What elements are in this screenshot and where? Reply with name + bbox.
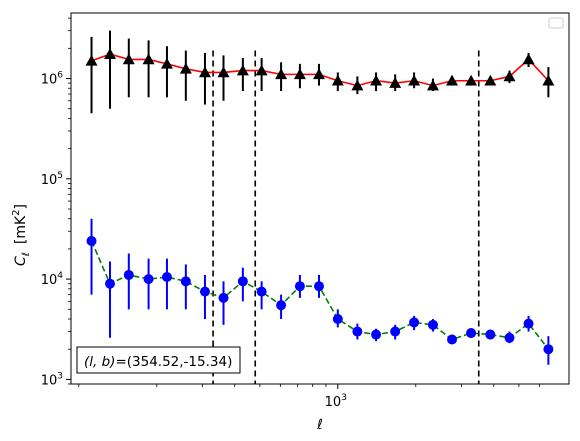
data-point-triangle [160, 57, 173, 69]
axis-ticks: 103 104 105 106 103 [41, 17, 540, 410]
svg-text:(l, b)=(354.52,-15.34): (l, b)=(354.52,-15.34) [84, 354, 232, 370]
data-point-circle [105, 278, 116, 289]
data-point-triangle [275, 68, 288, 80]
data-point-triangle [293, 68, 306, 80]
data-point-circle [485, 329, 496, 340]
data-point-circle [543, 344, 554, 355]
plot-frame-border [70, 12, 570, 385]
data-point-triangle [389, 77, 402, 88]
data-point-triangle [85, 54, 98, 66]
y-axis-unit-sup: 2 [11, 209, 22, 215]
data-point-circle [523, 318, 534, 329]
data-point-circle [466, 328, 477, 339]
data-point-triangle [179, 62, 192, 74]
y-axis-unit-post: ] [13, 204, 29, 209]
data-point-circle [332, 314, 343, 325]
plot-area [71, 13, 569, 384]
data-point-circle [199, 286, 210, 297]
data-point-circle [294, 281, 305, 292]
annotation-prefix: (l, b) [84, 354, 115, 370]
data-point-circle [161, 271, 172, 282]
data-point-triangle [122, 53, 135, 65]
data-point-circle [371, 329, 382, 340]
x-axis-label: ℓ [316, 417, 323, 433]
annotation-box: (l, b)=(354.52,-15.34) [76, 346, 241, 374]
y-tick-label: 106 [41, 71, 64, 88]
data-point-triangle [351, 79, 364, 91]
data-point-triangle [198, 66, 211, 78]
legend-box [548, 17, 564, 29]
data-point-circle [256, 286, 267, 297]
data-point-circle [447, 334, 458, 345]
data-point-triangle [542, 74, 555, 86]
data-point-circle [180, 276, 191, 287]
data-point-triangle [408, 74, 421, 86]
data-point-circle [123, 269, 134, 280]
data-series [85, 30, 555, 365]
data-point-triangle [255, 64, 268, 76]
y-axis-symbol: C [13, 256, 29, 266]
data-point-triangle [484, 74, 497, 86]
data-point-triangle [426, 79, 439, 91]
data-point-triangle [104, 48, 117, 59]
data-point-triangle [236, 64, 249, 76]
data-point-circle [409, 317, 420, 328]
data-point-circle [218, 292, 229, 303]
data-point-circle [143, 274, 154, 285]
data-point-circle [237, 276, 248, 287]
y-tick-label: 103 [41, 371, 63, 388]
data-point-triangle [217, 66, 230, 78]
data-point-triangle [312, 68, 325, 80]
data-point-triangle [446, 74, 459, 86]
data-point-circle [504, 332, 515, 343]
y-axis-symbol-sub: ℓ [21, 252, 32, 256]
y-tick-label: 105 [41, 171, 63, 188]
data-point-triangle [331, 74, 344, 86]
y-axis-label: Cℓ [mK2] [11, 204, 32, 266]
data-point-triangle [522, 53, 535, 65]
annotation-text: =(354.52,-15.34) [115, 354, 232, 370]
y-axis-unit-pre: [mK [13, 215, 29, 244]
data-point-triangle [370, 74, 383, 86]
x-tick-label: 103 [325, 393, 347, 410]
data-point-triangle [142, 53, 155, 65]
data-point-circle [86, 235, 97, 246]
data-point-circle [352, 326, 363, 337]
reference-lines [212, 50, 480, 384]
data-point-circle [390, 326, 401, 337]
y-tick-label: 104 [41, 271, 64, 288]
data-point-triangle [465, 74, 478, 86]
data-point-circle [276, 300, 287, 311]
data-point-triangle [503, 70, 516, 82]
data-point-circle [313, 281, 324, 292]
data-point-circle [427, 319, 438, 330]
